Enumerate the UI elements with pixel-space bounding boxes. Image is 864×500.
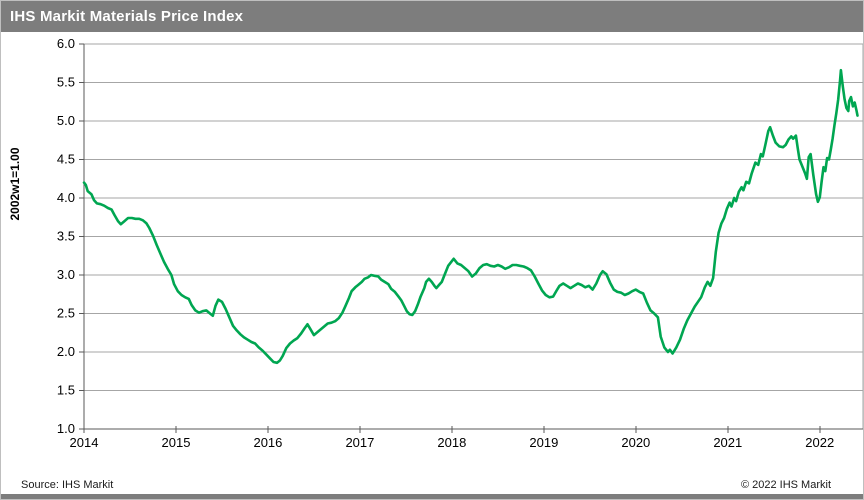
x-tick-label: 2017 xyxy=(345,435,374,450)
price-index-series-line xyxy=(82,68,859,365)
y-tick-label: 3.0 xyxy=(57,267,75,282)
copyright-label: © 2022 IHS Markit xyxy=(740,479,831,491)
y-tick-label: 1.5 xyxy=(57,383,75,398)
x-tick-label: 2015 xyxy=(162,435,191,450)
x-tick-label: 2014 xyxy=(70,435,99,450)
x-tick-label: 2021 xyxy=(713,435,742,450)
y-tick-label: 3.5 xyxy=(57,229,75,244)
page-title: IHS Markit Materials Price Index xyxy=(10,8,244,25)
y-tick-label: 4.0 xyxy=(57,190,75,205)
footer-bar xyxy=(1,494,863,499)
y-axis-title: 2002w1=1.00 xyxy=(8,147,22,220)
y-tick-label: 2.0 xyxy=(57,344,75,359)
x-tick-label: 2020 xyxy=(621,435,650,450)
y-tick-label: 6.0 xyxy=(57,36,75,51)
x-tick-label: 2018 xyxy=(437,435,466,450)
y-tick-label: 2.5 xyxy=(57,306,75,321)
y-tick-label: 1.0 xyxy=(57,421,75,436)
x-tick-label: 2016 xyxy=(253,435,282,450)
x-tick-label: 2022 xyxy=(805,435,834,450)
y-tick-label: 5.0 xyxy=(57,113,75,128)
x-tick-label: 2019 xyxy=(529,435,558,450)
title-bar: IHS Markit Materials Price Index xyxy=(1,1,863,32)
y-tick-label: 5.5 xyxy=(57,75,75,90)
y-tick-label: 4.5 xyxy=(57,152,75,167)
source-label: Source: IHS Markit xyxy=(21,479,114,491)
